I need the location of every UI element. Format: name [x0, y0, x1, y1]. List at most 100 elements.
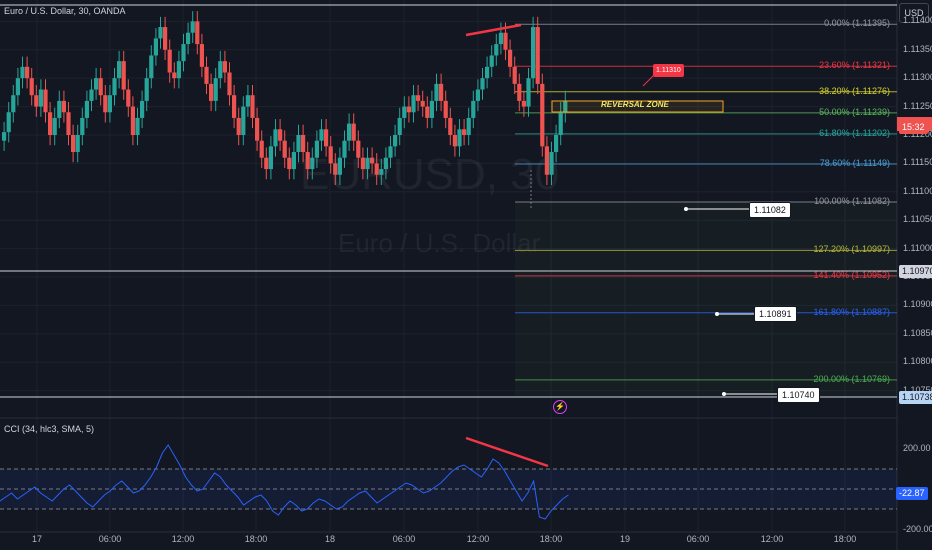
candle	[282, 130, 287, 168]
candle	[374, 153, 379, 185]
candle	[126, 79, 131, 117]
candle	[406, 96, 411, 123]
hline-label-lower: 1.10738	[899, 391, 932, 404]
candle	[186, 22, 191, 55]
price-tick: 1.11150	[903, 157, 932, 168]
candle	[43, 79, 48, 123]
candle	[342, 130, 347, 168]
candle	[512, 56, 517, 95]
currency-button[interactable]: USD	[899, 3, 929, 23]
divergence-line-cci[interactable]	[465, 436, 549, 468]
grid-lines	[0, 0, 898, 550]
candle	[144, 67, 149, 112]
fib-level-label: 200.00% (1.10769)	[813, 373, 890, 384]
candle	[117, 50, 122, 89]
lightning-circle-icon[interactable]: ⚡	[553, 400, 567, 414]
candle	[98, 67, 103, 106]
candle	[121, 50, 126, 100]
time-tick: 17	[31, 534, 43, 544]
candle	[333, 153, 338, 185]
price-label-box-2[interactable]: 1.10891	[754, 306, 797, 322]
candle	[149, 45, 154, 89]
price-label-box-1[interactable]: 1.11082	[749, 202, 791, 218]
candle	[195, 11, 200, 55]
candle	[526, 67, 531, 117]
price-tick: 1.11400	[903, 15, 932, 26]
price-tick: 1.11050	[903, 214, 932, 225]
candle	[462, 119, 467, 146]
divergence-line-price[interactable]	[465, 23, 522, 37]
candle	[71, 124, 76, 163]
candle	[351, 113, 356, 151]
candle	[153, 28, 158, 66]
candle	[167, 39, 172, 83]
candle	[434, 73, 439, 112]
candle	[264, 147, 269, 180]
candle	[29, 67, 34, 106]
candle	[347, 113, 352, 151]
candle	[452, 124, 457, 157]
candle	[57, 90, 62, 129]
candle	[397, 107, 402, 146]
candle	[48, 102, 53, 146]
candle	[425, 96, 430, 129]
candle	[480, 67, 485, 100]
cci-title[interactable]: CCI (34, hlc3, SMA, 5)	[4, 424, 95, 434]
price-tick: 1.11350	[903, 43, 932, 54]
candle	[89, 79, 94, 112]
time-tick: 06:00	[392, 534, 416, 544]
price-label-box-3[interactable]: 1.10740	[777, 387, 820, 403]
price-tick: 1.10800	[903, 356, 932, 367]
hline-label-upper: 1.10970	[899, 265, 932, 278]
candle	[140, 90, 145, 129]
candle	[130, 96, 135, 146]
candle	[420, 90, 425, 117]
candle	[439, 73, 444, 112]
fibonacci-retracement[interactable]	[515, 23, 897, 397]
candle	[241, 96, 246, 146]
candle	[66, 102, 71, 146]
fib-level-label: 100.00% (1.11082)	[814, 196, 890, 207]
candle	[135, 107, 140, 146]
candle	[222, 50, 227, 83]
candle	[489, 45, 494, 78]
candle	[388, 136, 393, 168]
time-tick: 18:00	[833, 534, 857, 544]
candle	[411, 84, 416, 123]
reversal-zone-rect[interactable]	[551, 100, 724, 113]
time-tick: 12:00	[466, 534, 490, 544]
candle	[314, 130, 319, 168]
time-tick: 06:00	[98, 534, 122, 544]
candle	[163, 16, 168, 60]
fib-level-label: 61.80% (1.11202)	[819, 127, 890, 138]
candle	[356, 130, 361, 168]
candle	[209, 73, 214, 112]
candle	[563, 90, 568, 123]
fib-level-label: 78.60% (1.11149)	[819, 157, 890, 168]
candle	[494, 33, 499, 66]
candle	[544, 136, 549, 185]
cci-tick-200: 200.00	[903, 443, 931, 453]
reversal-zone-label[interactable]: REVERSAL ZONE	[601, 100, 669, 109]
time-tick: 18:00	[244, 534, 268, 544]
symbol-title[interactable]: Euro / U.S. Dollar, 30, OANDA	[4, 6, 126, 16]
candle	[296, 124, 301, 163]
candle	[365, 147, 370, 180]
candle	[517, 73, 522, 112]
candle	[181, 33, 186, 72]
candle	[213, 67, 218, 112]
candle	[448, 107, 453, 146]
candle	[84, 90, 89, 129]
candle	[250, 84, 255, 129]
red-price-callout[interactable]: 1.11310	[653, 64, 684, 77]
candle	[75, 124, 80, 163]
candle	[554, 124, 559, 163]
candle	[278, 119, 283, 151]
fib-level-label: 38.20% (1.11276)	[819, 85, 890, 96]
candle	[466, 107, 471, 146]
watermark-symbol: EURUSD, 30	[300, 150, 560, 199]
candle	[485, 56, 490, 89]
candle	[540, 73, 545, 157]
